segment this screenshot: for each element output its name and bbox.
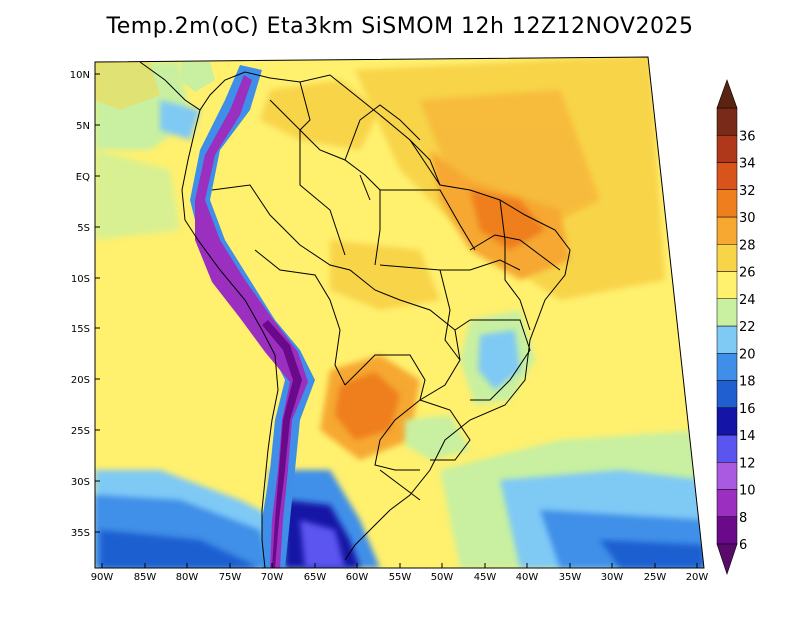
colorbar-swatch [716, 380, 738, 408]
colorbar-swatch [716, 135, 738, 163]
colorbar-label: 34 [739, 157, 756, 172]
colorbar-label: 32 [739, 184, 756, 199]
colorbar-label: 26 [739, 266, 756, 281]
colorbar-label: 6 [739, 538, 747, 553]
lat-label: 30S [71, 477, 90, 488]
lon-label: 40W [516, 572, 539, 583]
colorbar-label: 8 [739, 511, 747, 526]
latitude-axis: 10N 5N EQ 5S 10S 15S 20S 25S 30S 35S [70, 70, 100, 539]
colorbar-label: 22 [739, 320, 756, 335]
lat-label: 10S [71, 274, 90, 285]
colorbar-swatch [716, 189, 738, 218]
colorbar-label: 16 [739, 402, 756, 417]
lon-label: 65W [304, 572, 327, 583]
colorbar-label: 20 [739, 347, 756, 362]
country-borders [139, 61, 571, 568]
lat-label: 5N [76, 121, 90, 132]
colorbar-swatch [716, 325, 738, 354]
colorbar-swatch [716, 244, 738, 272]
map-title: Temp.2m(oC) Eta3km SiSMOM 12h 12Z12NOV20… [106, 14, 694, 39]
colorbar-label: 14 [739, 429, 756, 444]
colorbar-bottom-arrow [716, 543, 738, 575]
colorbar-swatch [716, 489, 738, 517]
lon-label: 75W [219, 572, 242, 583]
lon-label: 80W [176, 572, 199, 583]
colorbar-label: 28 [739, 238, 756, 253]
lat-label: EQ [76, 172, 90, 183]
temperature-field [95, 57, 704, 568]
lat-label: 10N [70, 70, 90, 81]
colorbar-swatch [716, 462, 738, 490]
colorbar-swatch [716, 516, 738, 545]
colorbar-swatch [716, 298, 738, 327]
colorbar-top-arrow [716, 79, 738, 109]
colorbar-swatch [716, 271, 738, 299]
colorbar-label: 10 [739, 484, 756, 499]
colorbar-swatch [716, 434, 738, 463]
colorbar-swatch [716, 407, 738, 436]
lon-label: 50W [431, 572, 454, 583]
lon-label: 25W [644, 572, 667, 583]
lon-label: 30W [601, 572, 624, 583]
lat-label: 15S [71, 324, 90, 335]
lon-label: 60W [346, 572, 369, 583]
colorbar-label: 30 [739, 211, 756, 226]
lat-label: 5S [77, 223, 90, 234]
lon-label: 20W [686, 572, 709, 583]
lon-label: 55W [389, 572, 412, 583]
lon-label: 35W [559, 572, 582, 583]
colorbar-label: 36 [739, 129, 756, 144]
colorbar-swatch [716, 107, 738, 136]
lat-label: 35S [71, 528, 90, 539]
lon-label: 45W [474, 572, 497, 583]
longitude-axis: 90W 85W 80W 75W 70W 65W 60W 55W 50W 45W … [91, 563, 709, 583]
colorbar-swatch [716, 353, 738, 381]
lon-label: 70W [261, 572, 284, 583]
colorbar-labels: 6 8 10 12 14 16 18 20 22 24 26 28 30 32 34 36 [739, 129, 756, 553]
lon-label: 85W [134, 572, 157, 583]
colorbar: 6 8 10 12 14 16 18 20 22 24 26 28 30 32 34 36 [716, 79, 756, 575]
colorbar-swatch [716, 162, 738, 190]
colorbar-label: 18 [739, 375, 756, 390]
colorbar-swatches [716, 107, 738, 545]
lat-label: 20S [71, 375, 90, 386]
colorbar-swatch [716, 216, 738, 245]
map-frame [94, 56, 705, 569]
colorbar-label: 12 [739, 456, 756, 471]
lat-label: 25S [71, 426, 90, 437]
colorbar-label: 24 [739, 293, 756, 308]
lon-label: 90W [91, 572, 114, 583]
